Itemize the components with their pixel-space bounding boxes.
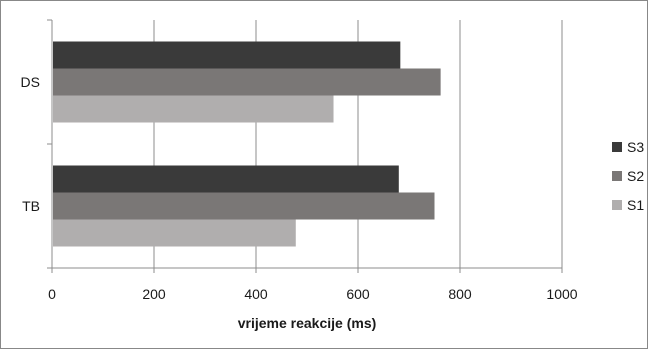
legend-swatch-s2 xyxy=(612,171,622,181)
legend-swatch-s3 xyxy=(612,142,622,152)
axes xyxy=(47,19,563,273)
bar-ds-s1 xyxy=(53,95,334,123)
x-tick-labels: 0 200 400 600 800 1000 xyxy=(48,286,578,302)
bars xyxy=(53,41,441,247)
category-label: DS xyxy=(21,74,40,90)
x-tick-label: 600 xyxy=(346,286,370,302)
x-tick-label: 200 xyxy=(142,286,166,302)
legend-swatch-s1 xyxy=(612,200,622,210)
bar-tb-s2 xyxy=(53,192,435,220)
x-tick-label: 1000 xyxy=(546,286,577,302)
x-tick-label: 400 xyxy=(244,286,268,302)
x-tick-label: 800 xyxy=(448,286,472,302)
legend-label-s2: S2 xyxy=(627,168,644,184)
x-tick-label: 0 xyxy=(48,286,56,302)
category-labels: DS TB xyxy=(21,74,40,214)
x-axis-label: vrijeme reakcije (ms) xyxy=(238,315,377,331)
bar-tb-s3 xyxy=(53,165,399,193)
legend: S3 S2 S1 xyxy=(612,139,644,213)
bar-tb-s1 xyxy=(53,219,296,247)
bar-ds-s3 xyxy=(53,41,401,69)
legend-label-s3: S3 xyxy=(627,139,644,155)
legend-label-s1: S1 xyxy=(627,197,644,213)
bar-ds-s2 xyxy=(53,68,441,96)
category-label: TB xyxy=(22,198,40,214)
